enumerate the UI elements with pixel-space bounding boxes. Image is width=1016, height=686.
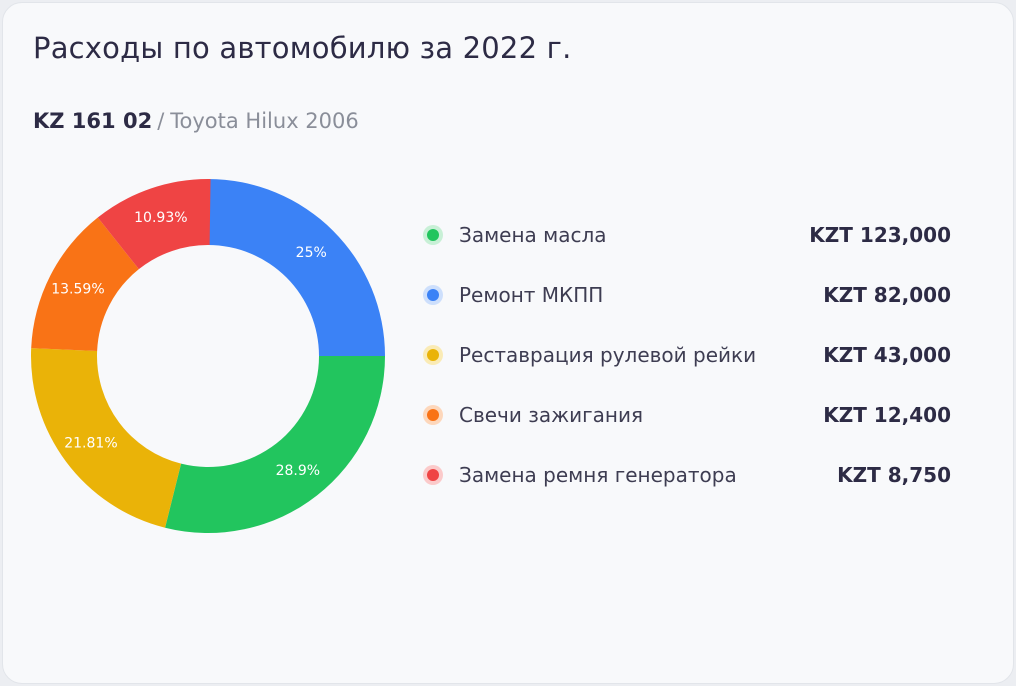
legend-label: Реставрация рулевой рейки [459,343,757,367]
legend-amount: KZT 43,000 [823,343,951,367]
legend-item[interactable]: Замена ремня генератора KZT 8,750 [421,445,951,505]
legend-amount: KZT 12,400 [823,403,951,427]
slice-percent-label: 21.81% [64,435,117,451]
legend-dot-icon [427,289,439,301]
donut-chart: 25% 28.9% 21.81% 13.59% 10.93% [31,179,385,533]
donut-slice[interactable] [208,179,385,356]
legend-item[interactable]: Ремонт МКПП KZT 82,000 [421,265,951,325]
legend-label: Ремонт МКПП [459,283,604,307]
legend-dot-icon [427,349,439,361]
legend-dot-icon [427,469,439,481]
donut-slice[interactable] [31,348,182,528]
slice-percent-label: 25% [296,245,327,261]
legend-item[interactable]: Реставрация рулевой рейки KZT 43,000 [421,325,951,385]
subtitle-separator: / [157,109,165,133]
legend-dot-icon [427,229,439,241]
legend-amount: KZT 8,750 [837,463,951,487]
page-title: Расходы по автомобилю за 2022 г. [33,31,572,65]
vehicle-subtitle: KZ 161 02/Toyota Hilux 2006 [33,109,359,133]
donut-slice[interactable] [31,217,139,352]
vehicle-model: Toyota Hilux 2006 [170,109,359,133]
legend-item[interactable]: Замена масла KZT 123,000 [421,205,951,265]
legend-amount: KZT 123,000 [809,223,951,247]
license-plate: KZ 161 02 [33,109,153,133]
legend-dot-icon [427,409,439,421]
legend-item[interactable]: Свечи зажигания KZT 12,400 [421,385,951,445]
legend-amount: KZT 82,000 [823,283,951,307]
legend-label: Свечи зажигания [459,403,644,427]
slice-percent-label: 10.93% [134,210,187,226]
legend-label: Замена масла [459,223,607,247]
slice-percent-label: 13.59% [51,282,104,298]
donut-slice[interactable] [165,356,385,533]
slice-percent-label: 28.9% [276,463,320,479]
chart-legend: Замена масла KZT 123,000 Ремонт МКПП KZT 82… [421,205,951,505]
legend-label: Замена ремня генератора [459,463,737,487]
donut-slice[interactable] [97,179,211,270]
